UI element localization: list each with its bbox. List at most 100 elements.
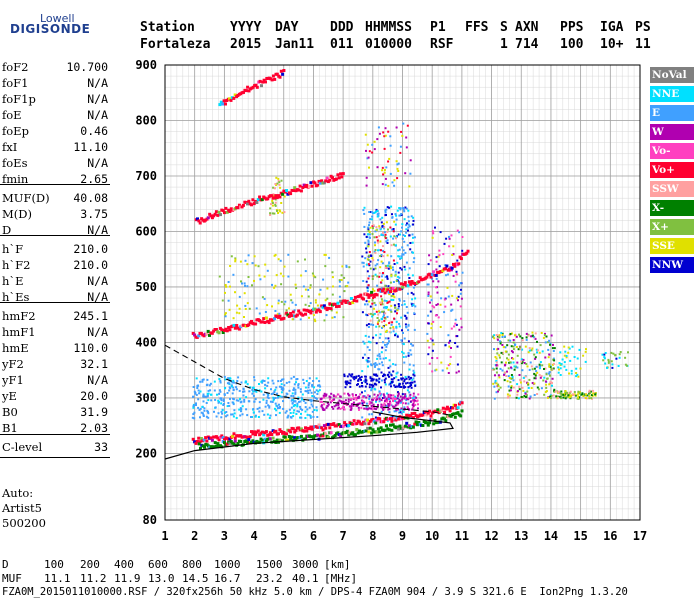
echo-dot: [377, 321, 380, 324]
echo-dot: [402, 249, 405, 252]
echo-dot: [567, 346, 570, 349]
echo-dot: [516, 366, 519, 369]
trace-point: [448, 409, 452, 413]
echo-dot: [376, 263, 379, 266]
echo-dot: [395, 375, 398, 378]
echo-dot: [390, 304, 393, 307]
echo-dot: [408, 408, 410, 411]
header-value: 1: [500, 37, 508, 52]
echo-dot: [512, 345, 515, 348]
echo-dot: [269, 214, 272, 216]
echo-dot: [405, 355, 408, 358]
echo-dot: [570, 395, 573, 398]
echo-dot: [225, 285, 228, 288]
echo-dot: [316, 304, 319, 307]
echo-dot: [205, 402, 208, 404]
trace-point: [341, 424, 345, 428]
echo-dot: [361, 370, 364, 373]
echo-dot: [382, 375, 384, 378]
echo-dot: [519, 381, 522, 384]
echo-dot: [582, 354, 585, 357]
echo-dot: [538, 363, 541, 366]
echo-dot: [209, 389, 212, 392]
echo-dot: [407, 223, 410, 226]
echo-dot: [511, 351, 514, 354]
echo-dot: [382, 306, 385, 309]
echo-dot: [363, 233, 366, 236]
echo-dot: [381, 216, 384, 219]
echo-dot: [560, 397, 563, 400]
echo-dot: [258, 312, 261, 315]
echo-dot: [450, 327, 453, 330]
echo-dot: [544, 356, 547, 359]
echo-dot: [394, 395, 397, 398]
echo-dot: [342, 400, 345, 403]
echo-dot: [277, 302, 280, 305]
echo-dot: [202, 400, 205, 403]
trace-point: [297, 309, 301, 313]
trace-point: [193, 333, 197, 337]
echo-dot: [221, 409, 224, 412]
echo-dot: [297, 384, 300, 387]
echo-dot: [277, 395, 280, 398]
echo-dot: [515, 346, 518, 348]
echo-dot: [511, 375, 514, 378]
echo-dot: [556, 395, 559, 398]
echo-dot: [607, 360, 610, 363]
echo-dot: [218, 378, 221, 380]
param-value: N/A: [87, 223, 108, 237]
echo-dot: [525, 396, 528, 398]
trace-point: [244, 89, 248, 93]
trace-point: [270, 194, 274, 198]
echo-dot: [324, 265, 327, 268]
echo-dot: [381, 262, 384, 265]
echo-dot: [388, 340, 390, 343]
param-row: C-level 33: [2, 440, 108, 456]
echo-dot: [387, 373, 390, 376]
trace-point: [233, 326, 237, 330]
param-row: M(D) 3.75: [2, 207, 108, 223]
trace-point: [333, 434, 337, 437]
echo-dot: [307, 389, 309, 392]
echo-dot: [276, 182, 279, 185]
echo-dot: [368, 221, 371, 224]
echo-dot: [381, 326, 383, 329]
echo-dot: [382, 255, 385, 258]
trace-point: [336, 431, 340, 435]
trace-point: [194, 441, 198, 445]
trace-point: [205, 332, 209, 336]
trace-point: [410, 280, 414, 283]
echo-dot: [558, 368, 560, 371]
echo-dot: [590, 397, 593, 400]
echo-dot: [372, 227, 374, 230]
echo-dot: [400, 230, 403, 233]
echo-dot: [376, 317, 379, 319]
muf-value: 11.9: [114, 572, 141, 585]
echo-dot: [401, 287, 404, 290]
echo-dot: [404, 382, 407, 385]
trace-point: [297, 188, 301, 192]
echo-dot: [442, 253, 445, 256]
echo-dot: [407, 229, 409, 232]
echo-dot: [500, 351, 503, 354]
echo-dot: [401, 226, 403, 229]
echo-dot: [516, 361, 519, 364]
echo-dot: [369, 312, 372, 315]
trace-point: [277, 432, 280, 436]
trace-point: [368, 293, 372, 297]
trace-point: [343, 299, 347, 303]
echo-dot: [360, 406, 363, 409]
echo-dot: [400, 316, 403, 319]
echo-dot: [594, 394, 597, 397]
echo-dot: [272, 399, 275, 402]
echo-dot: [589, 390, 592, 393]
echo-dot: [535, 365, 538, 368]
trace-point: [223, 438, 226, 442]
echo-dot: [307, 386, 310, 389]
echo-dot: [380, 317, 383, 320]
echo-dot: [407, 226, 410, 229]
echo-dot: [343, 392, 346, 395]
echo-dot: [342, 405, 345, 408]
echo-dot: [318, 384, 321, 387]
echo-dot: [253, 255, 256, 258]
